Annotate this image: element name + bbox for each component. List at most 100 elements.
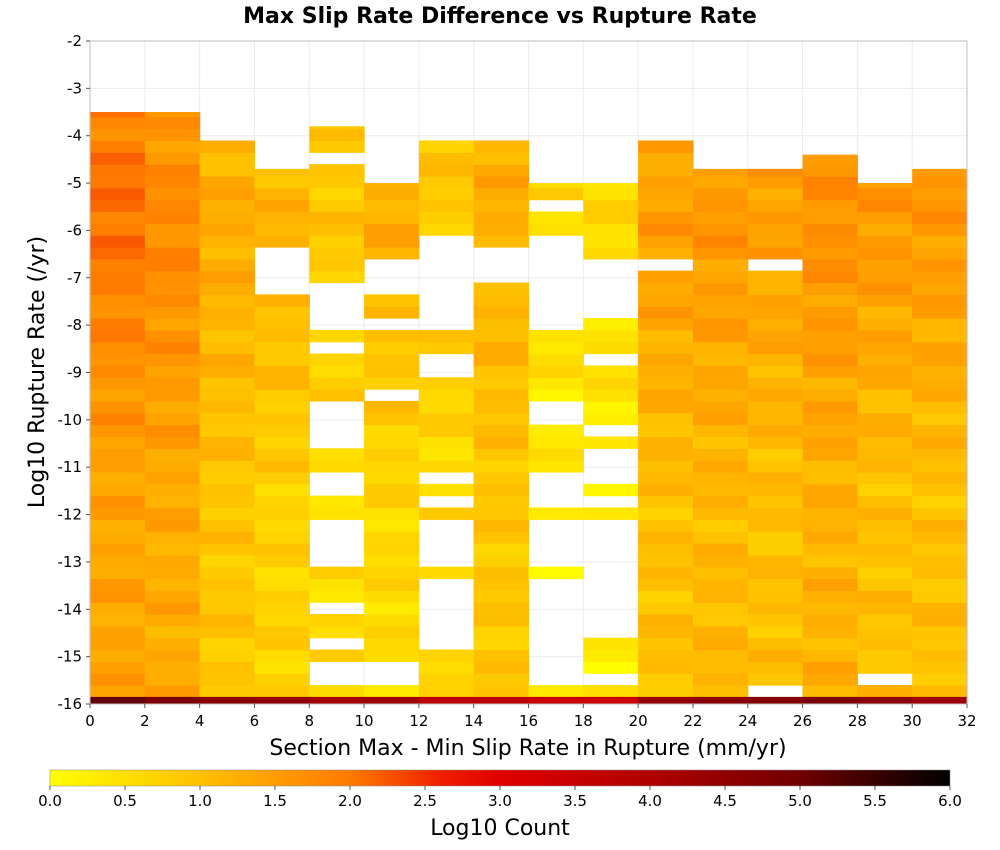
heatmap-cell xyxy=(802,247,858,260)
heatmap-cell xyxy=(638,495,694,509)
heatmap-cell xyxy=(583,247,639,260)
heatmap-cell xyxy=(144,175,201,189)
heatmap-cell xyxy=(364,424,420,438)
heatmap-cell xyxy=(90,448,146,461)
heatmap-cell xyxy=(473,436,530,449)
heatmap-cell xyxy=(364,211,420,224)
heatmap-cell xyxy=(199,389,256,402)
heatmap-cell xyxy=(418,661,475,674)
heatmap-cell xyxy=(90,353,146,366)
y-tick-label: -2 xyxy=(67,32,82,50)
y-tick-label: -9 xyxy=(67,364,82,382)
heatmap-cell xyxy=(90,649,146,662)
heatmap-cell xyxy=(747,168,804,177)
heatmap-cell xyxy=(199,187,256,201)
heatmap-cell xyxy=(802,164,858,177)
heatmap-cell xyxy=(144,578,201,591)
heatmap-cell xyxy=(418,377,475,390)
heatmap-cell xyxy=(144,625,201,639)
heatmap-cell xyxy=(144,318,201,331)
heatmap-cell xyxy=(144,673,201,686)
heatmap-cell xyxy=(90,460,146,473)
heatmap-cell xyxy=(254,685,310,698)
heatmap-cell xyxy=(747,673,804,686)
heatmap-cell xyxy=(583,436,639,449)
heatmap-cell xyxy=(144,460,201,473)
heatmap-cell xyxy=(90,294,146,307)
heatmap-cell xyxy=(802,507,858,520)
heatmap-cell xyxy=(144,389,201,402)
heatmap-cell xyxy=(912,365,968,378)
heatmap-cell xyxy=(857,685,913,698)
heatmap-cell xyxy=(473,424,530,438)
heatmap-cell xyxy=(638,590,694,603)
heatmap-cell xyxy=(802,389,858,402)
heatmap-cell xyxy=(692,424,749,438)
heatmap-cell xyxy=(199,495,256,509)
heatmap-cell xyxy=(583,483,639,497)
heatmap-cell xyxy=(473,495,530,509)
heatmap-cell xyxy=(802,542,858,556)
heatmap-cell xyxy=(473,341,530,355)
heatmap-cell xyxy=(254,661,310,674)
heatmap-cell xyxy=(802,400,858,414)
heatmap-cell xyxy=(309,590,365,603)
heatmap-cell xyxy=(144,483,201,497)
heatmap-cell xyxy=(912,329,968,343)
heatmap-cell xyxy=(473,578,530,591)
heatmap-cell xyxy=(802,235,858,248)
heatmap-cell xyxy=(254,531,310,544)
heatmap-cell xyxy=(90,578,146,591)
heatmap-cell xyxy=(473,625,530,639)
heatmap-cell xyxy=(144,187,201,201)
colorbar-tick-label: 4.0 xyxy=(638,792,662,810)
heatmap-cell xyxy=(802,412,858,426)
heatmap-cell xyxy=(747,649,804,662)
heatmap-cell xyxy=(144,211,201,224)
x-tick-label: 28 xyxy=(848,712,867,730)
heatmap-cell xyxy=(802,365,858,378)
heatmap-cell xyxy=(857,341,913,355)
heatmap-cell xyxy=(747,318,804,331)
heatmap-cell xyxy=(473,175,530,189)
heatmap-cell xyxy=(144,199,201,213)
heatmap-cell xyxy=(199,507,256,520)
heatmap-cell xyxy=(364,460,420,473)
heatmap-cell xyxy=(857,258,913,272)
heatmap-cell xyxy=(199,685,256,698)
heatmap-cell xyxy=(473,223,530,236)
heatmap-cell xyxy=(254,377,310,390)
heatmap-cell xyxy=(473,400,530,414)
heatmap-cell xyxy=(692,566,749,580)
heatmap-cell xyxy=(747,389,804,402)
heatmap-cell xyxy=(473,519,530,532)
heatmap-cell xyxy=(638,625,694,639)
colorbar-tick-label: 4.5 xyxy=(713,792,737,810)
heatmap-cell xyxy=(802,460,858,473)
heatmap-cell xyxy=(747,223,804,236)
heatmap-cell xyxy=(692,258,749,272)
heatmap-cell xyxy=(90,685,146,698)
heatmap-cell xyxy=(747,187,804,201)
heatmap-cell xyxy=(528,187,584,201)
heatmap-cell xyxy=(254,389,310,402)
heatmap-cell xyxy=(692,187,749,201)
heatmap-cell xyxy=(692,448,749,461)
heatmap-cell xyxy=(364,199,420,213)
heatmap-cell xyxy=(309,329,365,343)
heatmap-cell xyxy=(364,542,420,556)
heatmap-cell xyxy=(802,377,858,390)
heatmap-cell xyxy=(473,199,530,213)
heatmap-cell xyxy=(528,460,584,473)
heatmap-cell xyxy=(912,211,968,224)
heatmap-cell xyxy=(747,578,804,591)
heatmap-cell xyxy=(528,566,584,580)
heatmap-cell xyxy=(199,531,256,544)
heatmap-cell xyxy=(857,566,913,580)
heatmap-cell xyxy=(90,554,146,568)
heatmap-cell xyxy=(309,495,365,509)
heatmap-cell xyxy=(747,590,804,603)
heatmap-cell xyxy=(309,175,365,189)
heatmap-cell xyxy=(90,495,146,509)
heatmap-cell xyxy=(912,389,968,402)
